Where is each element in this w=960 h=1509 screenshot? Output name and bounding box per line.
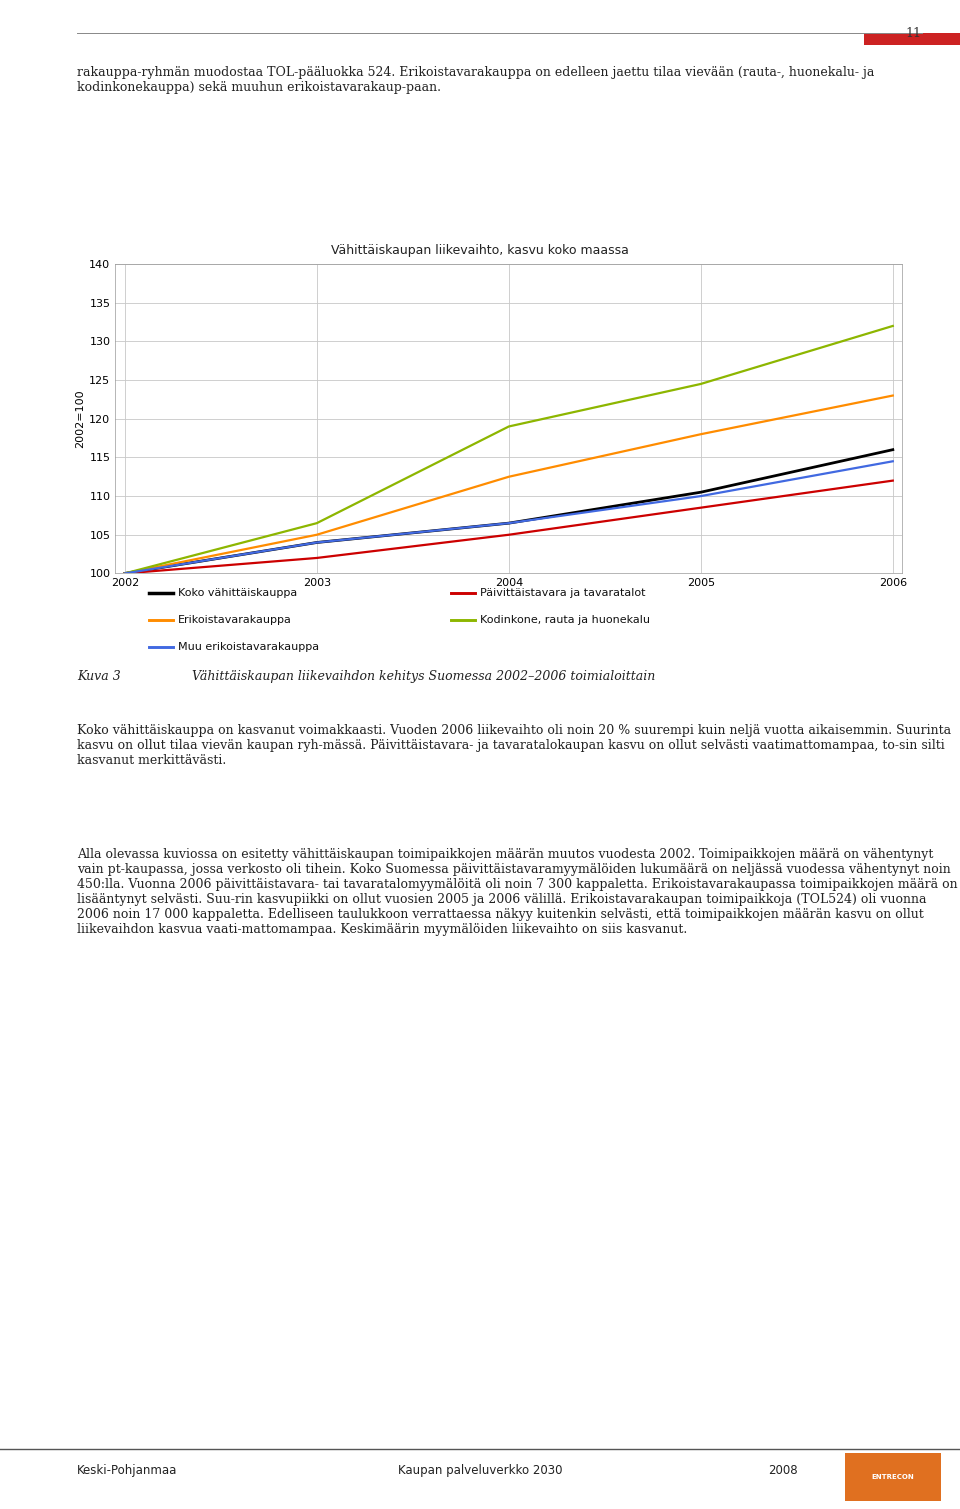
Text: Päivittäistavara ja tavaratalot: Päivittäistavara ja tavaratalot xyxy=(480,589,645,598)
Text: ENTRECON: ENTRECON xyxy=(872,1474,914,1480)
Text: 11: 11 xyxy=(905,27,922,41)
Text: Kuva 3: Kuva 3 xyxy=(77,670,121,684)
Text: Alla olevassa kuviossa on esitetty vähittäiskaupan toimipaikkojen määrän muutos : Alla olevassa kuviossa on esitetty vähit… xyxy=(77,848,957,936)
Text: Vähittäiskaupan liikevaihto, kasvu koko maassa: Vähittäiskaupan liikevaihto, kasvu koko … xyxy=(331,244,629,258)
Text: rakauppa-ryhmän muodostaa TOL-pääluokka 524. Erikoistavarakauppa on edelleen jae: rakauppa-ryhmän muodostaa TOL-pääluokka … xyxy=(77,66,875,95)
Text: Koko vähittäiskauppa on kasvanut voimakkaasti. Vuoden 2006 liikevaihto oli noin : Koko vähittäiskauppa on kasvanut voimakk… xyxy=(77,724,951,767)
Text: Erikoistavarakauppa: Erikoistavarakauppa xyxy=(178,616,292,625)
Text: 2008: 2008 xyxy=(768,1464,798,1477)
Text: Kaupan palveluverkko 2030: Kaupan palveluverkko 2030 xyxy=(397,1464,563,1477)
Text: Muu erikoistavarakauppa: Muu erikoistavarakauppa xyxy=(178,643,319,652)
Text: Keski-Pohjanmaa: Keski-Pohjanmaa xyxy=(77,1464,178,1477)
Text: Koko vähittäiskauppa: Koko vähittäiskauppa xyxy=(178,589,297,598)
Text: Vähittäiskaupan liikevaihdon kehitys Suomessa 2002–2006 toimialoittain: Vähittäiskaupan liikevaihdon kehitys Suo… xyxy=(192,670,656,684)
Text: Kodinkone, rauta ja huonekalu: Kodinkone, rauta ja huonekalu xyxy=(480,616,650,625)
Y-axis label: 2002=100: 2002=100 xyxy=(75,389,85,448)
